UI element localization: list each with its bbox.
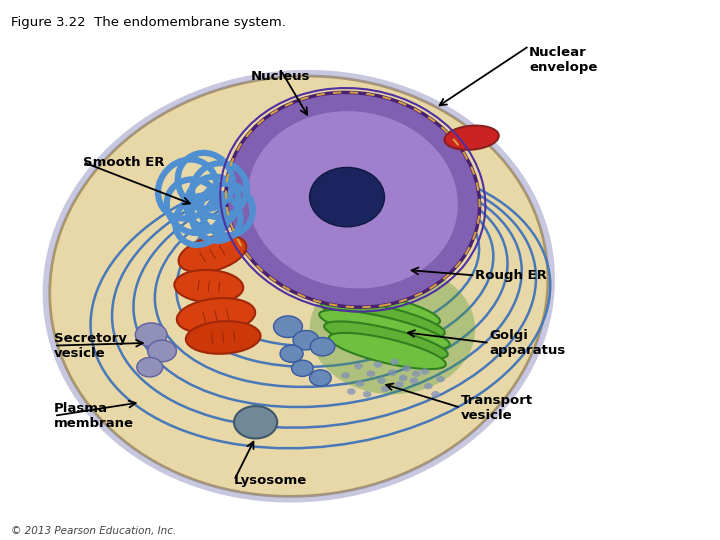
- Ellipse shape: [177, 298, 255, 334]
- Ellipse shape: [323, 289, 440, 326]
- Ellipse shape: [356, 380, 364, 387]
- Ellipse shape: [186, 321, 261, 354]
- Ellipse shape: [363, 391, 372, 397]
- Ellipse shape: [354, 363, 363, 369]
- Ellipse shape: [420, 368, 429, 375]
- Text: Transport
vesicle: Transport vesicle: [461, 394, 533, 422]
- Text: Nuclear
envelope: Nuclear envelope: [529, 46, 598, 74]
- Ellipse shape: [341, 372, 350, 379]
- Ellipse shape: [324, 321, 448, 359]
- Ellipse shape: [179, 235, 246, 272]
- Ellipse shape: [390, 359, 399, 365]
- Ellipse shape: [321, 300, 445, 338]
- Ellipse shape: [412, 370, 420, 377]
- Text: Golgi
apparatus: Golgi apparatus: [490, 329, 566, 357]
- Ellipse shape: [293, 330, 319, 350]
- Ellipse shape: [395, 381, 404, 388]
- Ellipse shape: [248, 111, 458, 288]
- Ellipse shape: [310, 265, 475, 394]
- Ellipse shape: [310, 338, 335, 356]
- Ellipse shape: [234, 406, 277, 438]
- Ellipse shape: [431, 391, 440, 397]
- Ellipse shape: [319, 310, 450, 349]
- Text: Lysosome: Lysosome: [234, 474, 307, 487]
- Ellipse shape: [444, 126, 499, 150]
- Text: Figure 3.22  The endomembrane system.: Figure 3.22 The endomembrane system.: [11, 16, 286, 29]
- Ellipse shape: [402, 365, 411, 372]
- Ellipse shape: [174, 270, 243, 302]
- Text: Rough ER: Rough ER: [475, 269, 547, 282]
- Text: Secretory
vesicle: Secretory vesicle: [54, 332, 127, 360]
- Ellipse shape: [329, 333, 446, 369]
- Ellipse shape: [366, 370, 375, 377]
- Ellipse shape: [347, 388, 356, 395]
- Ellipse shape: [388, 369, 397, 376]
- Ellipse shape: [292, 360, 313, 376]
- Ellipse shape: [399, 375, 408, 381]
- Ellipse shape: [377, 377, 386, 384]
- Ellipse shape: [148, 340, 176, 362]
- Ellipse shape: [436, 376, 445, 382]
- Ellipse shape: [310, 167, 384, 227]
- Text: Nucleus: Nucleus: [251, 70, 310, 83]
- Ellipse shape: [381, 386, 390, 392]
- Ellipse shape: [374, 361, 382, 368]
- Ellipse shape: [50, 76, 548, 496]
- Ellipse shape: [410, 377, 418, 384]
- Text: Plasma
membrane: Plasma membrane: [54, 402, 134, 430]
- Text: Smooth ER: Smooth ER: [83, 156, 164, 168]
- Ellipse shape: [226, 92, 480, 307]
- Text: © 2013 Pearson Education, Inc.: © 2013 Pearson Education, Inc.: [11, 525, 176, 536]
- Ellipse shape: [135, 323, 167, 347]
- Ellipse shape: [424, 383, 433, 389]
- Ellipse shape: [137, 357, 163, 377]
- Ellipse shape: [280, 345, 303, 362]
- Ellipse shape: [310, 370, 331, 386]
- Ellipse shape: [274, 316, 302, 338]
